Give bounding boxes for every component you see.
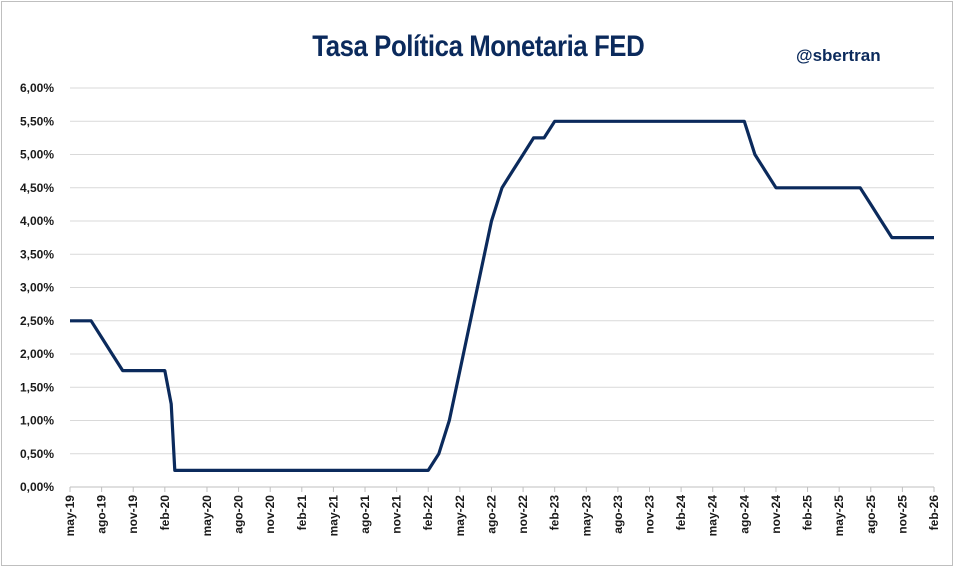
x-tick-label: may-19 [63,495,77,537]
x-tick-label: ago-19 [95,495,109,534]
y-tick-label: 4,00% [20,214,54,228]
y-tick-label: 0,00% [20,480,54,494]
y-tick-label: 3,00% [20,281,54,295]
y-tick-label: 3,50% [20,247,54,261]
x-tick-label: feb-22 [421,495,435,531]
x-tick-label: may-21 [326,495,340,537]
x-tick-label: may-25 [832,495,846,537]
x-tick-label: ago-21 [358,495,372,534]
x-tick-label: nov-19 [126,495,140,534]
y-tick-label: 5,50% [20,114,54,128]
x-tick-label: nov-22 [516,495,530,534]
x-tick-label: feb-24 [674,495,688,531]
x-tick-label: feb-25 [801,495,815,531]
x-tick-label: nov-20 [263,495,277,534]
y-tick-label: 1,50% [20,380,54,394]
x-tick-label: ago-22 [484,495,498,534]
x-tick-label: nov-23 [643,495,657,534]
x-tick-label: nov-21 [390,495,404,534]
y-tick-label: 2,00% [20,347,54,361]
x-tick-label: ago-24 [737,495,751,534]
x-tick-label: feb-26 [927,495,941,531]
x-tick-label: ago-25 [864,495,878,534]
x-tick-label: may-24 [706,495,720,537]
chart-title: Tasa Política Monetaria FED [312,30,645,63]
y-axis-ticks: 0,00% 0,50% 1,00% 1,50% 2,00% 2,50% 3,00% 3,50%… [20,81,54,494]
author-handle: @sbertran [796,46,881,65]
x-tick-label: ago-20 [232,495,246,534]
y-tick-label: 1,00% [20,414,54,428]
x-tick-label: may-23 [579,495,593,537]
series-line-fed-rate [70,119,934,472]
y-tick-label: 0,50% [20,447,54,461]
x-tick-label: feb-23 [548,495,562,531]
x-tick-label: may-22 [453,495,467,537]
series [70,119,934,472]
x-tick-label: ago-23 [611,495,625,534]
gridlines [70,87,934,455]
y-tick-label: 5,00% [20,148,54,162]
y-tick-label: 2,50% [20,314,54,328]
x-tick-label: may-20 [200,495,214,537]
y-tick-label: 6,00% [20,81,54,95]
x-axis-ticks: may-19 ago-19 nov-19 feb-20 may-20 ago-20 nov-… [63,487,941,536]
x-tick-label: nov-24 [769,495,783,534]
y-tick-label: 4,50% [20,181,54,195]
x-tick-label: feb-21 [295,495,309,531]
x-tick-label: feb-20 [158,495,172,531]
x-tick-label: nov-25 [895,495,909,534]
